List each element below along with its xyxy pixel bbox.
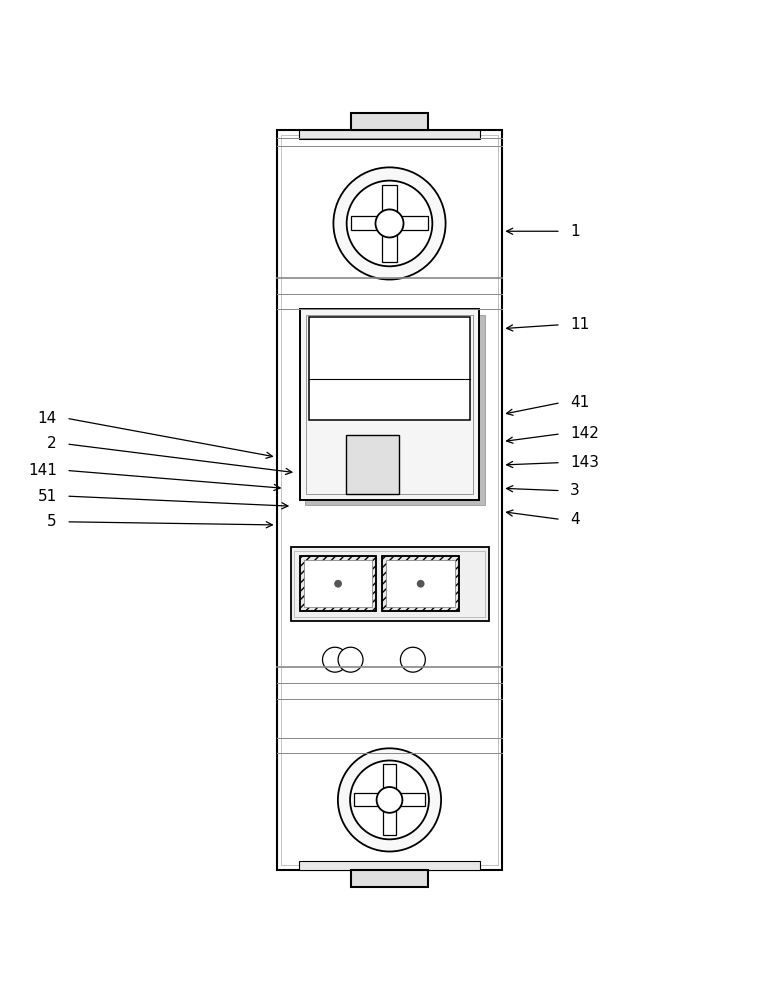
Circle shape xyxy=(356,442,395,481)
Circle shape xyxy=(375,209,404,237)
Text: 142: 142 xyxy=(570,426,599,441)
Circle shape xyxy=(347,181,432,266)
Bar xyxy=(351,113,428,130)
Bar xyxy=(300,556,376,611)
Bar xyxy=(294,551,485,617)
Text: 41: 41 xyxy=(570,395,590,410)
Bar xyxy=(277,130,502,870)
Bar xyxy=(281,135,498,865)
Bar xyxy=(346,435,399,494)
Bar xyxy=(351,870,428,887)
Bar xyxy=(291,547,489,621)
Text: 5: 5 xyxy=(48,514,57,529)
Circle shape xyxy=(400,647,425,672)
Text: 51: 51 xyxy=(37,489,57,504)
Bar xyxy=(306,315,473,494)
Bar xyxy=(304,560,372,607)
Bar xyxy=(299,861,480,870)
Bar xyxy=(299,130,480,139)
Circle shape xyxy=(400,563,441,604)
Bar xyxy=(382,556,459,611)
Bar xyxy=(382,556,459,611)
Text: 1: 1 xyxy=(570,224,580,239)
Circle shape xyxy=(333,167,446,280)
Circle shape xyxy=(417,580,425,588)
Text: 3: 3 xyxy=(570,483,580,498)
Bar xyxy=(354,793,425,806)
Text: 4: 4 xyxy=(570,512,580,527)
Circle shape xyxy=(318,563,358,604)
Circle shape xyxy=(334,580,342,588)
Bar xyxy=(309,317,470,420)
Text: 141: 141 xyxy=(28,463,57,478)
Bar xyxy=(305,315,485,505)
Circle shape xyxy=(338,748,441,852)
Circle shape xyxy=(323,647,347,672)
Bar xyxy=(382,185,397,262)
Text: 2: 2 xyxy=(48,436,57,451)
Bar xyxy=(386,560,455,607)
Text: 11: 11 xyxy=(570,317,590,332)
Text: 143: 143 xyxy=(570,455,599,470)
Circle shape xyxy=(350,760,429,839)
Circle shape xyxy=(376,787,403,813)
Bar xyxy=(351,216,428,230)
Circle shape xyxy=(338,647,363,672)
Text: 14: 14 xyxy=(37,411,57,426)
Bar xyxy=(300,556,376,611)
Bar xyxy=(300,309,479,500)
Bar xyxy=(383,764,396,835)
